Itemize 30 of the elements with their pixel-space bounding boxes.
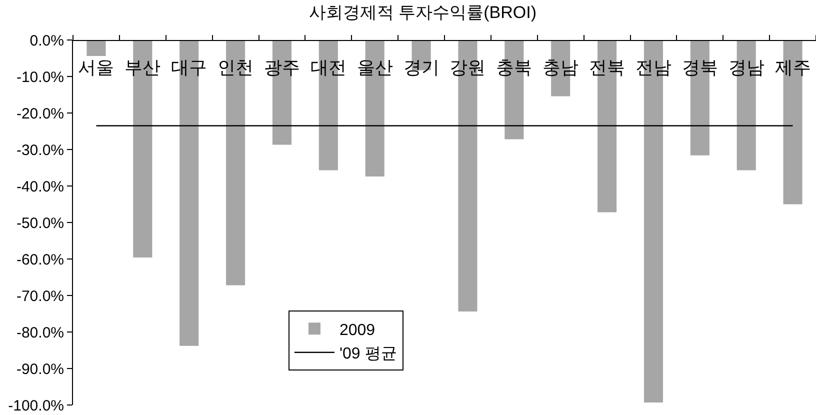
x-tick-label: 대구 [171, 58, 208, 78]
x-tick-label: 충남 [542, 58, 579, 78]
x-tick-label: 충북 [496, 58, 532, 78]
x-tick-label: 강원 [450, 58, 486, 78]
legend-label: 2009 [339, 322, 376, 339]
y-tick-label: -100.0% [8, 397, 64, 414]
y-tick-label: -10.0% [16, 68, 64, 86]
y-tick-label: -60.0% [16, 251, 64, 268]
y-tick-label: -80.0% [16, 324, 64, 342]
x-tick-label: 부산 [124, 58, 161, 78]
x-tick-label: 경남 [728, 58, 764, 78]
x-tick-label: 대전 [310, 58, 346, 78]
y-tick-label: -90.0% [16, 360, 64, 378]
y-tick-label: -30.0% [16, 142, 64, 159]
x-tick-label: 경북 [682, 58, 718, 78]
x-tick-label: 서울 [78, 58, 114, 78]
y-tick-label: 0.0% [30, 32, 64, 50]
y-tick-label: -20.0% [16, 105, 64, 122]
x-tick-label: 광주 [264, 58, 300, 78]
x-tick-label: 전북 [589, 58, 626, 78]
legend-label: '09 평균 [339, 346, 397, 363]
y-tick-label: -70.0% [16, 288, 64, 305]
y-tick-label: -40.0% [16, 178, 64, 196]
x-tick-label: 전남 [635, 58, 672, 78]
x-tick-label: 울산 [356, 58, 393, 78]
x-tick-label: 경기 [403, 58, 440, 78]
x-tick-label: 제주 [774, 58, 811, 78]
x-tick-label: 인천 [218, 58, 254, 78]
chart-title: 사회경제적 투자수익률(BROI) [308, 3, 536, 22]
y-tick-label: -50.0% [16, 214, 64, 232]
